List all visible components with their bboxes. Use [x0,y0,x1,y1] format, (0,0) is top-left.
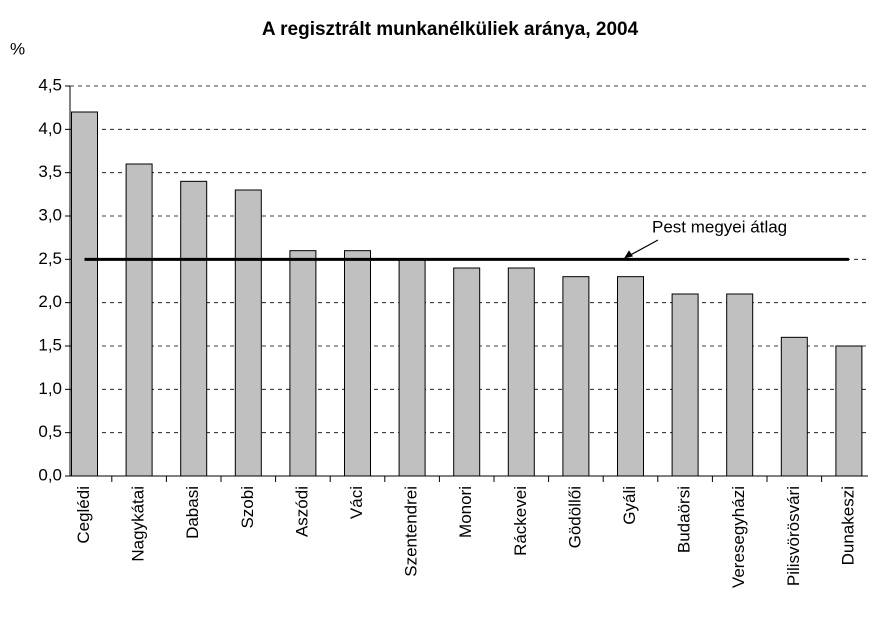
y-tick-label: 3,0 [38,205,62,224]
annotation: Pest megyei átlag [652,217,787,236]
x-tick-label: Gyáli [620,486,639,525]
y-tick-label: 2,5 [38,249,62,268]
y-tick-label: 3,5 [38,162,62,181]
y-axis-label: % [10,39,25,58]
bar [125,163,153,477]
x-tick-label: Gödöllői [565,486,584,548]
x-tick-label: Ceglédi [74,486,93,544]
bar [562,276,590,477]
bar [780,336,808,477]
x-tick-label: Pilisvörösvári [784,486,803,586]
bar [726,293,754,477]
bar [671,293,699,477]
y-tick-label: 2,0 [38,292,62,311]
bar [71,111,98,477]
bar [835,345,863,477]
x-tick-label: Aszódi [292,486,311,537]
y-tick-label: 4,0 [38,119,62,138]
x-tick-label: Dunakeszi [838,486,857,565]
y-tick-label: 0,5 [38,422,62,441]
x-tick-label: Dabasi [183,486,202,539]
x-tick-label: Szentendrei [402,486,421,577]
x-tick-label: Szobi [238,486,257,529]
y-tick-label: 1,5 [38,335,62,354]
bar [180,180,208,477]
bar [344,250,371,477]
annotation-arrow [627,239,659,257]
x-tick-label: Veresegyházi [729,486,748,588]
bar [398,258,426,477]
y-tick-label: 4,5 [38,75,62,94]
x-tick-label: Nagykátai [129,486,148,562]
chart-title: A regisztrált munkanélküliek aránya, 200… [262,19,639,40]
arrow-head [624,250,633,259]
y-tick-label: 0,0 [38,465,62,484]
bar [507,267,535,477]
bar [234,189,262,477]
x-tick-label: Ráckevei [511,486,530,556]
y-tick-label: 1,0 [38,379,62,398]
bar [453,267,481,477]
x-tick-label: Váci [347,486,366,519]
x-tick-label: Monori [456,486,475,538]
bar [289,250,317,477]
bar [617,276,644,477]
x-tick-label: Budaörsi [675,486,694,553]
